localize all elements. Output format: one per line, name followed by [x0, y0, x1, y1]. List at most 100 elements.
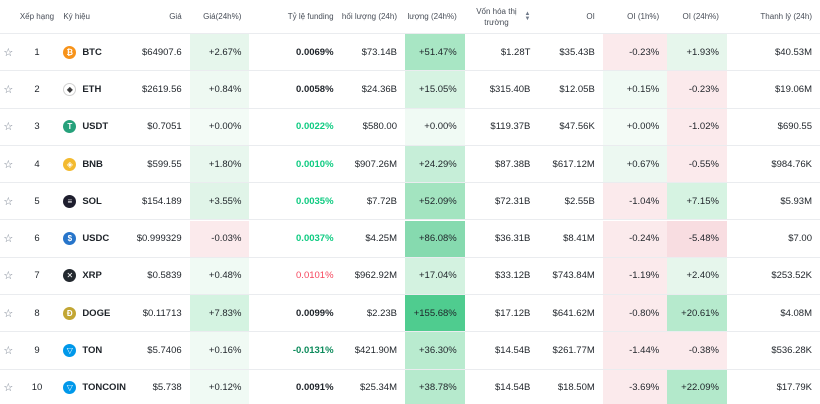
- favorite-star-icon[interactable]: ☆: [3, 121, 14, 134]
- market-cap-cell: $33.12B: [495, 270, 531, 282]
- rank-cell: 9: [34, 345, 40, 357]
- liquidation-cell: $4.08M: [780, 307, 812, 319]
- price-cell: $599.55: [147, 158, 182, 170]
- price-cell: $5.738: [152, 382, 182, 394]
- oi-1h-cell: +0.15%: [602, 71, 668, 108]
- symbol-cell[interactable]: ◈ BNB: [57, 146, 131, 182]
- price-change-cell: +0.84%: [189, 71, 250, 108]
- symbol-label: TONCOIN: [82, 382, 126, 394]
- favorite-star-icon[interactable]: ☆: [3, 307, 14, 320]
- table-row[interactable]: ☆ 9 ▽ TON $5.7406 +0.16% -0.0131% $421.90M +36.3…: [0, 332, 820, 370]
- header-liquidation[interactable]: Thanh lý (24h): [760, 12, 812, 21]
- volume-cell: $25.34M: [360, 382, 397, 394]
- oi-24h-cell: +1.93%: [667, 34, 727, 71]
- symbol-cell[interactable]: ≡ SOL: [57, 183, 131, 219]
- symbol-cell[interactable]: ▽ TONCOIN: [57, 370, 131, 404]
- oi-24h-cell: -0.23%: [667, 71, 727, 108]
- symbol-label: SOL: [82, 195, 102, 207]
- price-change-cell: +2.67%: [189, 34, 250, 71]
- usdc-icon: $: [63, 232, 77, 246]
- symbol-label: USDT: [82, 121, 109, 133]
- favorite-star-icon[interactable]: ☆: [3, 195, 14, 208]
- header-market-cap[interactable]: Vốn hóa thị trường ▲ ▼: [465, 0, 539, 33]
- rank-cell: 10: [31, 382, 43, 394]
- header-rank[interactable]: Xếp hạng: [19, 12, 55, 21]
- header-volume[interactable]: Khối lượng (24h): [341, 12, 397, 21]
- header-volume-change[interactable]: Khối lượng (24h%): [405, 12, 457, 21]
- rank-cell: 3: [34, 121, 40, 133]
- header-market-cap-label: Vốn hóa thị trường: [476, 6, 517, 27]
- header-price[interactable]: Giá: [169, 12, 182, 21]
- favorite-star-icon[interactable]: ☆: [3, 345, 14, 358]
- liquidation-cell: $984.76K: [771, 158, 812, 170]
- price-change-cell: +7.83%: [189, 295, 250, 332]
- favorite-star-icon[interactable]: ☆: [3, 83, 14, 96]
- symbol-cell[interactable]: ◆ ETH: [57, 71, 131, 107]
- table-row[interactable]: ☆ 6 $ USDC $0.999329 -0.03% 0.0037% $4.25M +86.0…: [0, 220, 820, 258]
- table-row[interactable]: ☆ 1 ₿ BTC $64907.6 +2.67% 0.0069% $73.14B +51.47…: [0, 34, 820, 72]
- liquidation-cell: $536.28K: [771, 345, 812, 357]
- rank-cell: 4: [34, 158, 40, 170]
- symbol-label: BTC: [82, 46, 102, 58]
- header-symbol[interactable]: Ký hiệu: [63, 12, 90, 21]
- volume-change-cell: +38.78%: [405, 369, 465, 404]
- header-change[interactable]: Giá(24h%): [203, 12, 242, 21]
- market-cap-cell: $14.54B: [495, 345, 531, 357]
- table-row[interactable]: ☆ 4 ◈ BNB $599.55 +1.80% 0.0010% $907.26M +24.29…: [0, 145, 820, 184]
- table-row[interactable]: ☆ 10 ▽ TONCOIN $5.738 +0.12% 0.0091% $25.34M +38…: [0, 369, 820, 404]
- funding-rate-cell: -0.0131%: [292, 345, 334, 357]
- rank-cell: 8: [34, 307, 40, 319]
- symbol-cell[interactable]: T USDT: [57, 109, 131, 145]
- symbol-cell[interactable]: $ USDC: [57, 221, 131, 257]
- table-row[interactable]: ☆ 2 ◆ ETH $2619.56 +0.84% 0.0058% $24.36B +15.05…: [0, 71, 820, 109]
- volume-cell: $73.14B: [361, 46, 397, 58]
- liquidation-cell: $7.00: [788, 233, 812, 245]
- symbol-cell[interactable]: Ð DOGE: [57, 295, 131, 331]
- funding-rate-cell: 0.0035%: [296, 195, 334, 207]
- market-cap-cell: $1.28T: [500, 46, 531, 58]
- price-change-cell: +1.80%: [189, 145, 250, 183]
- oi-cell: $12.05B: [559, 83, 595, 95]
- market-cap-cell: $14.54B: [495, 382, 531, 394]
- favorite-star-icon[interactable]: ☆: [3, 233, 14, 246]
- symbol-label: USDC: [82, 233, 110, 245]
- market-cap-cell: $119.37B: [490, 121, 531, 133]
- volume-change-cell: +24.29%: [405, 145, 465, 183]
- symbol-cell[interactable]: ▽ TON: [57, 332, 131, 368]
- rank-cell: 2: [34, 83, 40, 95]
- price-change-cell: +0.00%: [189, 108, 250, 145]
- header-funding[interactable]: Tỷ lệ funding: [287, 12, 334, 21]
- funding-rate-cell: 0.0069%: [296, 46, 334, 58]
- symbol-cell[interactable]: ✕ XRP: [57, 258, 131, 294]
- header-oi-24h[interactable]: OI (24h%): [682, 12, 719, 21]
- oi-1h-cell: -1.04%: [602, 183, 668, 220]
- btc-icon: ₿: [63, 45, 77, 59]
- favorite-star-icon[interactable]: ☆: [3, 158, 14, 171]
- market-cap-cell: $36.31B: [495, 233, 531, 245]
- volume-change-cell: +52.09%: [405, 183, 465, 220]
- favorite-star-icon[interactable]: ☆: [3, 270, 14, 283]
- table-row[interactable]: ☆ 3 T USDT $0.7051 +0.00% 0.0022% $580.00 +0.00%…: [0, 108, 820, 146]
- price-cell: $64907.6: [142, 46, 182, 58]
- price-cell: $0.7051: [147, 121, 182, 133]
- oi-1h-cell: +0.67%: [602, 145, 668, 183]
- oi-24h-cell: -5.48%: [667, 220, 727, 257]
- oi-24h-cell: -0.38%: [667, 332, 727, 369]
- liquidation-cell: $19.06M: [775, 83, 812, 95]
- favorite-star-icon[interactable]: ☆: [3, 382, 14, 395]
- sort-arrows-icon[interactable]: ▲ ▼: [524, 10, 531, 22]
- oi-1h-cell: +0.00%: [602, 108, 668, 145]
- price-change-cell: +0.48%: [189, 257, 250, 295]
- table-row[interactable]: ☆ 5 ≡ SOL $154.189 +3.55% 0.0035% $7.72B +52.09%…: [0, 183, 820, 221]
- favorite-star-icon[interactable]: ☆: [3, 46, 14, 59]
- liquidation-cell: $40.53M: [775, 46, 812, 58]
- table-row[interactable]: ☆ 7 ✕ XRP $0.5839 +0.48% 0.0101% $962.92M +17.04…: [0, 257, 820, 296]
- oi-cell: $47.56K: [559, 121, 595, 133]
- funding-rate-cell: 0.0010%: [296, 158, 334, 170]
- sol-icon: ≡: [63, 194, 77, 208]
- table-row[interactable]: ☆ 8 Ð DOGE $0.11713 +7.83% 0.0099% $2.23B +155.6…: [0, 295, 820, 333]
- symbol-cell[interactable]: ₿ BTC: [57, 34, 131, 70]
- header-oi[interactable]: OI: [586, 12, 595, 21]
- header-oi-1h[interactable]: OI (1h%): [627, 12, 660, 21]
- oi-1h-cell: -0.80%: [602, 295, 668, 332]
